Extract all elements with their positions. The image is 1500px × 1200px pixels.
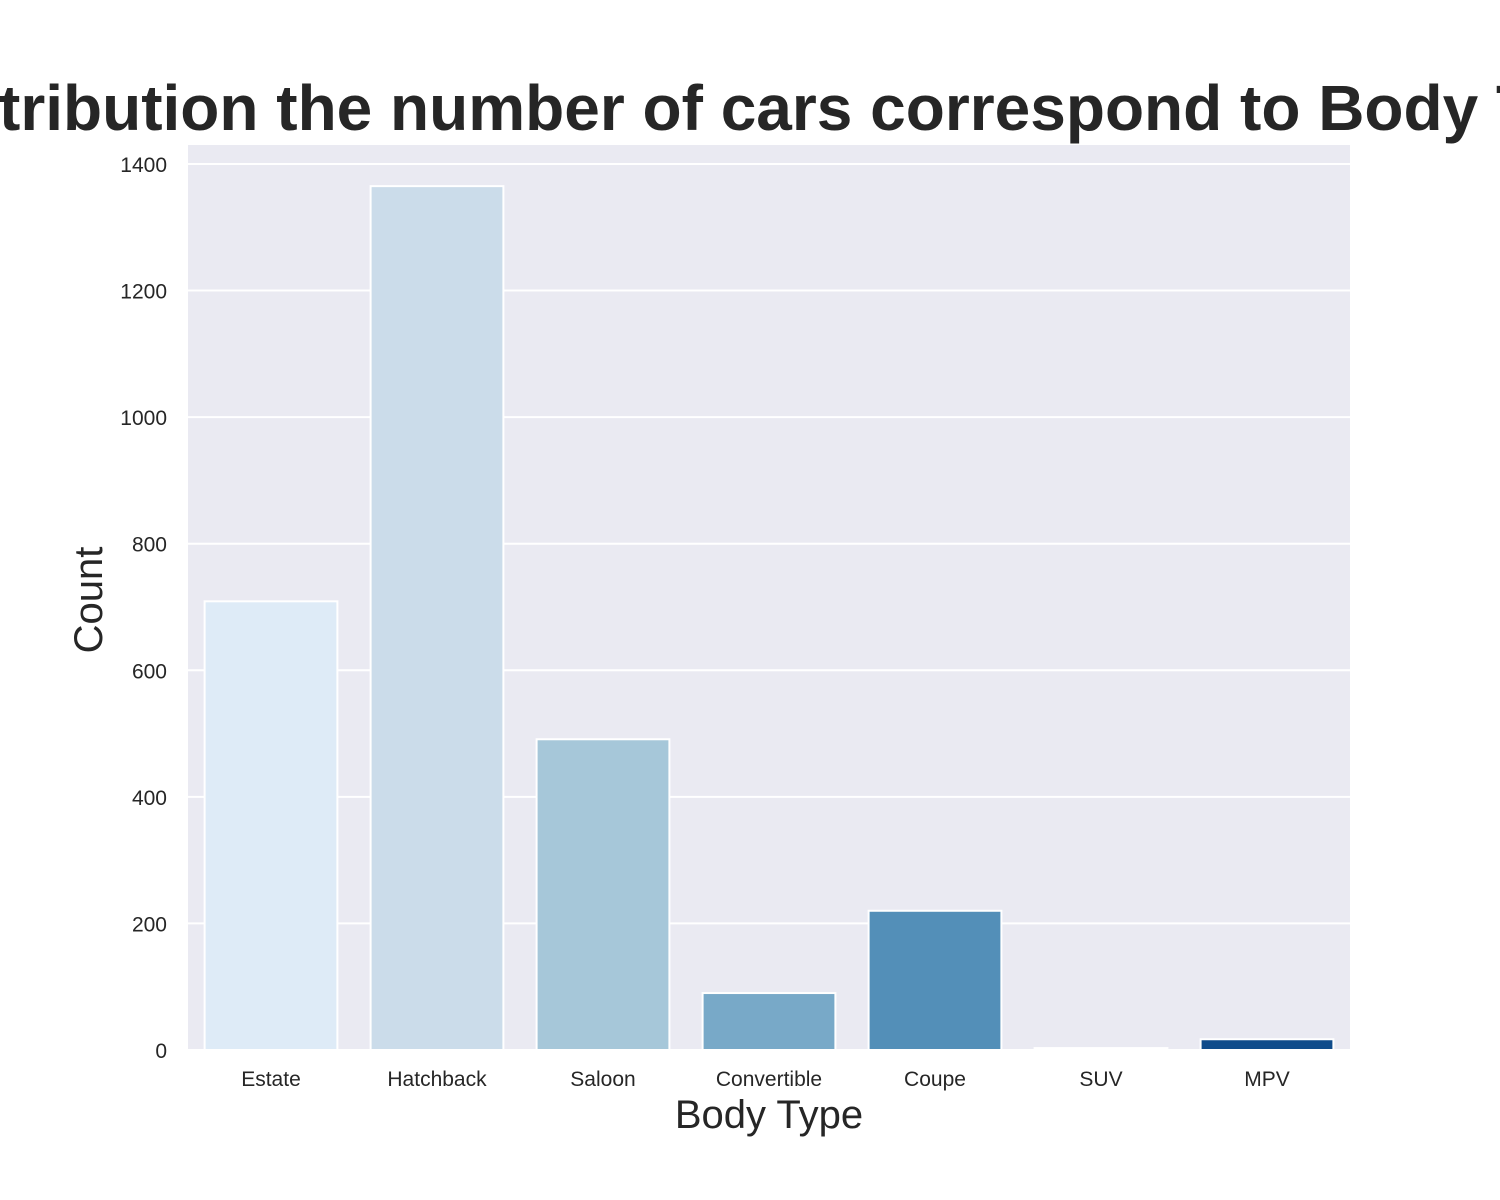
bar-convertible	[701, 992, 837, 1051]
y-tick-label: 800	[132, 534, 167, 557]
x-tick-label-convertible: Convertible	[716, 1068, 822, 1091]
y-tick-label: 600	[132, 660, 167, 683]
y-tick-label: 1400	[120, 154, 167, 177]
y-tick-label: 1000	[120, 407, 167, 430]
y-axis-label: Count	[67, 547, 111, 654]
bar-hatchback	[369, 185, 505, 1052]
x-tick-label-hatchback: Hatchback	[387, 1068, 487, 1091]
bar-coupe	[867, 909, 1003, 1051]
bar-saloon	[535, 738, 671, 1052]
x-tick-label-coupe: Coupe	[904, 1068, 966, 1091]
bar-mpv	[1199, 1038, 1335, 1051]
x-tick-label-estate: Estate	[241, 1068, 301, 1091]
bars	[203, 185, 1335, 1052]
x-tick-label-suv: SUV	[1079, 1068, 1122, 1091]
chart-title: Distribution the number of cars correspo…	[0, 72, 1500, 144]
x-tick-label-saloon: Saloon	[570, 1068, 635, 1091]
plot-background	[188, 145, 1350, 1050]
y-tick-label: 400	[132, 787, 167, 810]
y-tick-label: 0	[155, 1040, 167, 1063]
x-axis-label: Body Type	[675, 1093, 863, 1137]
bar-estate	[203, 600, 339, 1051]
y-tick-label: 1200	[120, 281, 167, 304]
bar-suv	[1033, 1047, 1169, 1052]
y-tick-label: 200	[132, 913, 167, 936]
y-tick-labels: 0 200 400 600 800 1000 1200 1400	[120, 154, 167, 1063]
x-tick-label-mpv: MPV	[1244, 1068, 1290, 1091]
x-tick-labels: Estate Hatchback Saloon Convertible Coupe SUV…	[241, 1068, 1290, 1091]
